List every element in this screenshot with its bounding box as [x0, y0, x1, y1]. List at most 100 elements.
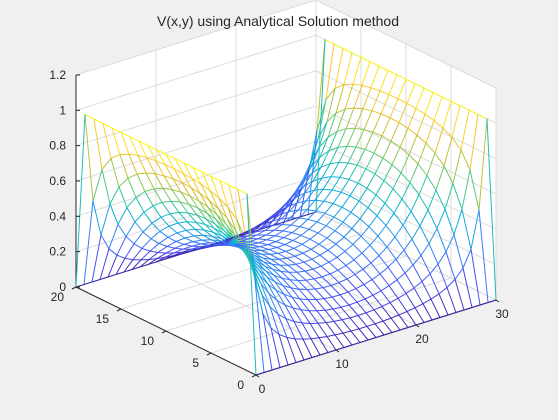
mesh-segment [250, 244, 261, 248]
mesh-segment [389, 302, 400, 316]
mesh-segment [328, 256, 338, 263]
mesh-segment [279, 364, 289, 368]
mesh-segment [419, 209, 429, 227]
mesh-segment [110, 157, 120, 188]
mesh-segment [371, 279, 382, 292]
mesh-segment [368, 215, 378, 228]
mesh-segment [318, 337, 329, 353]
mesh-segment [347, 288, 357, 293]
mesh-segment [413, 281, 423, 289]
z-tick-label: 0.2 [49, 245, 66, 259]
mesh-segment [373, 305, 383, 311]
mesh-segment [422, 303, 433, 321]
mesh-segment [363, 284, 374, 296]
mesh-segment [148, 252, 159, 260]
mesh-segment [181, 182, 192, 189]
mesh-segment [83, 200, 94, 285]
mesh-segment [301, 322, 311, 324]
mesh-segment [337, 265, 347, 271]
mesh-segment [379, 273, 390, 287]
mesh-segment [115, 271, 125, 275]
mesh-segment [367, 337, 377, 341]
mesh-segment [108, 248, 118, 256]
mesh-segment [134, 211, 145, 223]
mesh-segment [303, 180, 314, 187]
x-tick-mark [255, 374, 260, 378]
mesh-segment [150, 238, 160, 244]
mesh-segment [203, 229, 214, 233]
mesh-segment [341, 195, 351, 208]
mesh-segment [200, 183, 210, 201]
mesh-segment [261, 294, 272, 329]
mesh-segment [405, 78, 416, 85]
y-tick-label: 5 [192, 356, 199, 370]
mesh-segment [169, 213, 179, 224]
mesh-segment [153, 188, 163, 203]
mesh-segment [444, 183, 454, 210]
mesh-segment [328, 146, 339, 152]
mesh-segment [300, 228, 310, 236]
mesh-segment [285, 318, 296, 340]
mesh-segment [271, 263, 282, 272]
mesh-segment [211, 235, 221, 242]
mesh-segment [133, 243, 143, 249]
mesh-segment [285, 250, 296, 257]
mesh-segment [409, 163, 419, 184]
mesh-segment [364, 294, 374, 300]
x-tick-mark [495, 299, 500, 303]
mesh-segment [173, 168, 184, 174]
mesh-segment [271, 218, 282, 222]
mesh-segment [321, 276, 332, 286]
mesh-segment [400, 172, 411, 184]
mesh-segment [210, 175, 221, 182]
mesh-segment [354, 108, 364, 129]
mesh-segment [135, 191, 146, 198]
mesh-segment [471, 304, 481, 308]
z-tick-label: 0.6 [49, 174, 66, 188]
mesh-segment [382, 317, 392, 322]
mesh-segment [306, 289, 317, 300]
mesh-segment [426, 152, 436, 176]
mesh-segment [296, 271, 307, 281]
mesh-segment [337, 269, 348, 280]
mesh-segment [215, 244, 226, 247]
mesh-segment [326, 334, 336, 337]
mesh-segment [435, 165, 445, 191]
mesh-segment [137, 154, 147, 174]
mesh-segment [330, 285, 341, 296]
mesh-segment [469, 169, 480, 211]
mesh-segment [210, 175, 220, 199]
mesh-segment [365, 152, 375, 170]
mesh-segment [191, 178, 201, 194]
mesh-segment [405, 293, 416, 309]
mesh-segment [426, 175, 437, 191]
mesh-segment [309, 232, 319, 240]
mesh-segment [429, 273, 440, 295]
mesh-segment [262, 313, 273, 371]
mesh-segment [363, 279, 373, 285]
mesh-segment [417, 163, 428, 176]
mesh-segment [135, 196, 145, 213]
mesh-segment [437, 263, 448, 288]
mesh-segment [379, 70, 389, 92]
mesh-segment [329, 273, 340, 284]
mesh-segment [353, 107, 364, 110]
mesh-segment [294, 255, 305, 263]
mesh-segment [260, 283, 271, 308]
mesh-segment [119, 153, 130, 156]
mesh-segment [286, 337, 296, 340]
mesh-segment [348, 301, 358, 306]
mesh-segment [136, 173, 146, 192]
mesh-segment [355, 129, 365, 148]
mesh-segment [390, 140, 401, 148]
mesh-segment [196, 214, 206, 225]
mesh-segment [422, 298, 432, 305]
mesh-segment [325, 320, 335, 324]
mesh-segment [396, 272, 406, 281]
mesh-segment [187, 212, 197, 223]
mesh-segment [325, 322, 336, 336]
mesh-segment [219, 180, 230, 186]
mesh-segment [372, 131, 383, 137]
mesh-segment [380, 285, 390, 292]
mesh-segment [442, 100, 452, 129]
